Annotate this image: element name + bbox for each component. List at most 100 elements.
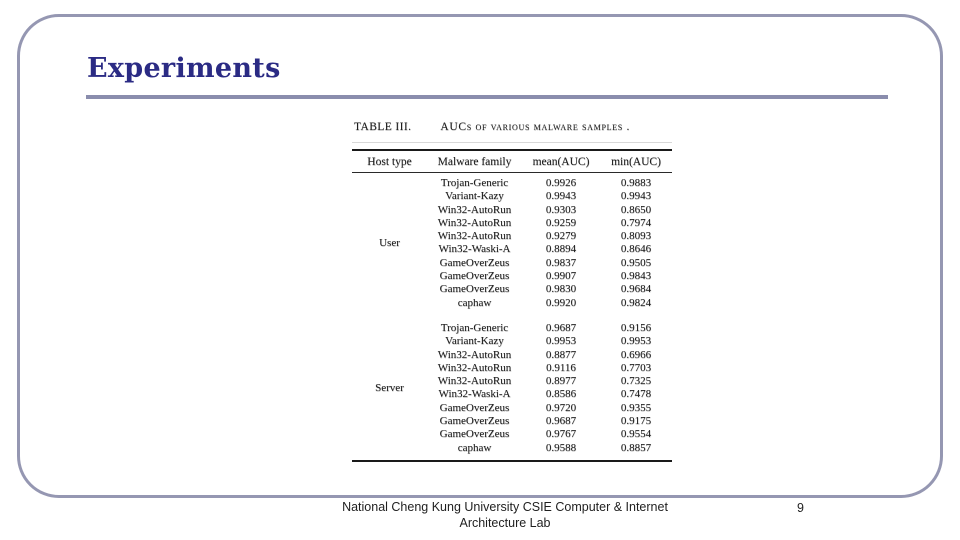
- cell-min-auc: 0.7478: [620, 388, 652, 401]
- column-header-mean-auc: mean(AUC): [532, 155, 590, 168]
- table-row: Win32-AutoRun 0.9303 0.8650: [427, 204, 672, 217]
- cell-mean-auc: 0.9926: [545, 177, 577, 189]
- cell-malware-family: GameOverZeus: [439, 283, 510, 296]
- table-caption-label: TABLE III.: [354, 121, 412, 133]
- table-row: Trojan-Generic 0.9687 0.9156: [427, 322, 672, 335]
- server-rows: Trojan-Generic 0.9687 0.9156 Variant-Kaz…: [427, 322, 672, 455]
- table-row: Win32-AutoRun 0.9116 0.7703: [427, 362, 672, 375]
- footer-line-2: Architecture Lab: [459, 515, 551, 530]
- cell-malware-family: Win32-AutoRun: [437, 361, 512, 374]
- column-header-min-auc: min(AUC): [611, 155, 661, 168]
- cell-min-auc: 0.9883: [620, 177, 652, 189]
- cell-malware-family: Win32-AutoRun: [437, 348, 512, 361]
- table-top-rule: [352, 149, 672, 151]
- cell-mean-auc: 0.9943: [545, 190, 577, 203]
- table-row: caphaw 0.9588 0.8857: [427, 442, 672, 455]
- cell-malware-family: caphaw: [457, 296, 492, 309]
- table-bottom-rule: [352, 459, 672, 462]
- cell-min-auc: 0.9943: [620, 190, 652, 203]
- cell-min-auc: 0.7703: [620, 361, 652, 374]
- caption-divider: [352, 142, 672, 143]
- cell-mean-auc: 0.9303: [545, 203, 577, 216]
- table-row: GameOverZeus 0.9767 0.9554: [427, 428, 672, 441]
- cell-malware-family: GameOverZeus: [439, 401, 510, 414]
- page-number: 9: [797, 501, 804, 515]
- cell-malware-family: GameOverZeus: [439, 428, 510, 441]
- table-row: GameOverZeus 0.9907 0.9843: [427, 270, 672, 283]
- table-row: GameOverZeus 0.9687 0.9175: [427, 415, 672, 428]
- cell-malware-family: Win32-AutoRun: [437, 203, 512, 216]
- cell-malware-family: Variant-Kazy: [445, 190, 504, 203]
- cell-mean-auc: 0.9116: [546, 361, 576, 374]
- cell-mean-auc: 0.8877: [545, 348, 577, 361]
- cell-min-auc: 0.8646: [620, 243, 652, 256]
- table-row: caphaw 0.9920 0.9824: [427, 297, 672, 310]
- table-row: Win32-Waski-A 0.8586 0.7478: [427, 388, 672, 401]
- host-type-label-server: Server: [375, 382, 404, 395]
- cell-malware-family: Trojan-Generic: [440, 177, 509, 189]
- cell-malware-family: Trojan-Generic: [440, 321, 509, 334]
- cell-malware-family: Win32-AutoRun: [437, 216, 512, 229]
- header-rule: [352, 172, 672, 173]
- table-row: Win32-AutoRun 0.9259 0.7974: [427, 217, 672, 230]
- cell-malware-family: GameOverZeus: [439, 415, 510, 428]
- auc-results-table: TABLE III. AUCs of various malware sampl…: [352, 121, 672, 462]
- cell-mean-auc: 0.9687: [545, 321, 577, 334]
- cell-min-auc: 0.9684: [620, 283, 652, 296]
- column-header-host-type: Host type: [367, 155, 412, 168]
- slide-footer: National Cheng Kung University CSIE Comp…: [320, 500, 690, 531]
- cell-mean-auc: 0.9837: [545, 256, 577, 269]
- cell-min-auc: 0.7325: [620, 375, 652, 388]
- slide-frame: [17, 14, 943, 498]
- cell-mean-auc: 0.9767: [545, 428, 577, 441]
- cell-min-auc: 0.9175: [620, 415, 652, 428]
- cell-min-auc: 0.8857: [620, 441, 652, 454]
- cell-malware-family: Win32-Waski-A: [438, 388, 511, 401]
- cell-mean-auc: 0.9720: [545, 401, 577, 414]
- table-section-user: User Trojan-Generic 0.9926 0.9883 Varian…: [352, 177, 672, 310]
- table-header-row: Host type Malware family mean(AUC) min(A…: [352, 151, 672, 172]
- title-underline: [86, 95, 888, 99]
- cell-mean-auc: 0.8894: [545, 243, 577, 256]
- cell-malware-family: GameOverZeus: [439, 270, 510, 283]
- footer-line-1: National Cheng Kung University CSIE Comp…: [342, 500, 668, 514]
- table-row: Trojan-Generic 0.9926 0.9883: [427, 177, 672, 190]
- user-rows: Trojan-Generic 0.9926 0.9883 Variant-Kaz…: [427, 177, 672, 310]
- column-header-malware-family: Malware family: [437, 155, 512, 168]
- table-row: Win32-AutoRun 0.8877 0.6966: [427, 349, 672, 362]
- cell-malware-family: caphaw: [457, 441, 492, 454]
- cell-malware-family: Win32-Waski-A: [438, 243, 511, 256]
- cell-min-auc: 0.9505: [620, 256, 652, 269]
- table-row: Win32-AutoRun 0.8977 0.7325: [427, 375, 672, 388]
- cell-malware-family: GameOverZeus: [439, 256, 510, 269]
- cell-mean-auc: 0.9279: [545, 230, 577, 243]
- cell-malware-family: Variant-Kazy: [445, 335, 504, 348]
- cell-mean-auc: 0.9953: [545, 335, 577, 348]
- cell-mean-auc: 0.8586: [545, 388, 577, 401]
- cell-mean-auc: 0.9920: [545, 296, 577, 309]
- table-caption-title: AUCs of various malware samples .: [440, 121, 631, 133]
- cell-min-auc: 0.7974: [620, 216, 652, 229]
- cell-min-auc: 0.6966: [620, 348, 652, 361]
- cell-mean-auc: 0.9687: [545, 415, 577, 428]
- table-row: GameOverZeus 0.9720 0.9355: [427, 402, 672, 415]
- page-title: Experiments: [87, 53, 281, 84]
- cell-mean-auc: 0.9588: [545, 441, 577, 454]
- cell-min-auc: 0.8650: [620, 203, 652, 216]
- table-section-server: Server Trojan-Generic 0.9687 0.9156 Vari…: [352, 322, 672, 455]
- cell-mean-auc: 0.9259: [545, 216, 577, 229]
- cell-malware-family: Win32-AutoRun: [437, 230, 512, 243]
- table-caption: TABLE III. AUCs of various malware sampl…: [352, 121, 672, 138]
- table-row: Win32-Waski-A 0.8894 0.8646: [427, 243, 672, 256]
- cell-mean-auc: 0.8977: [545, 375, 577, 388]
- cell-min-auc: 0.9156: [620, 321, 652, 334]
- cell-mean-auc: 0.9830: [545, 283, 577, 296]
- host-type-label-user: User: [379, 237, 400, 250]
- cell-min-auc: 0.9554: [620, 428, 652, 441]
- table-row: Win32-AutoRun 0.9279 0.8093: [427, 230, 672, 243]
- table-row: GameOverZeus 0.9830 0.9684: [427, 283, 672, 296]
- cell-malware-family: Win32-AutoRun: [437, 375, 512, 388]
- cell-mean-auc: 0.9907: [545, 270, 577, 283]
- table-row: Variant-Kazy 0.9943 0.9943: [427, 190, 672, 203]
- cell-min-auc: 0.9953: [620, 335, 652, 348]
